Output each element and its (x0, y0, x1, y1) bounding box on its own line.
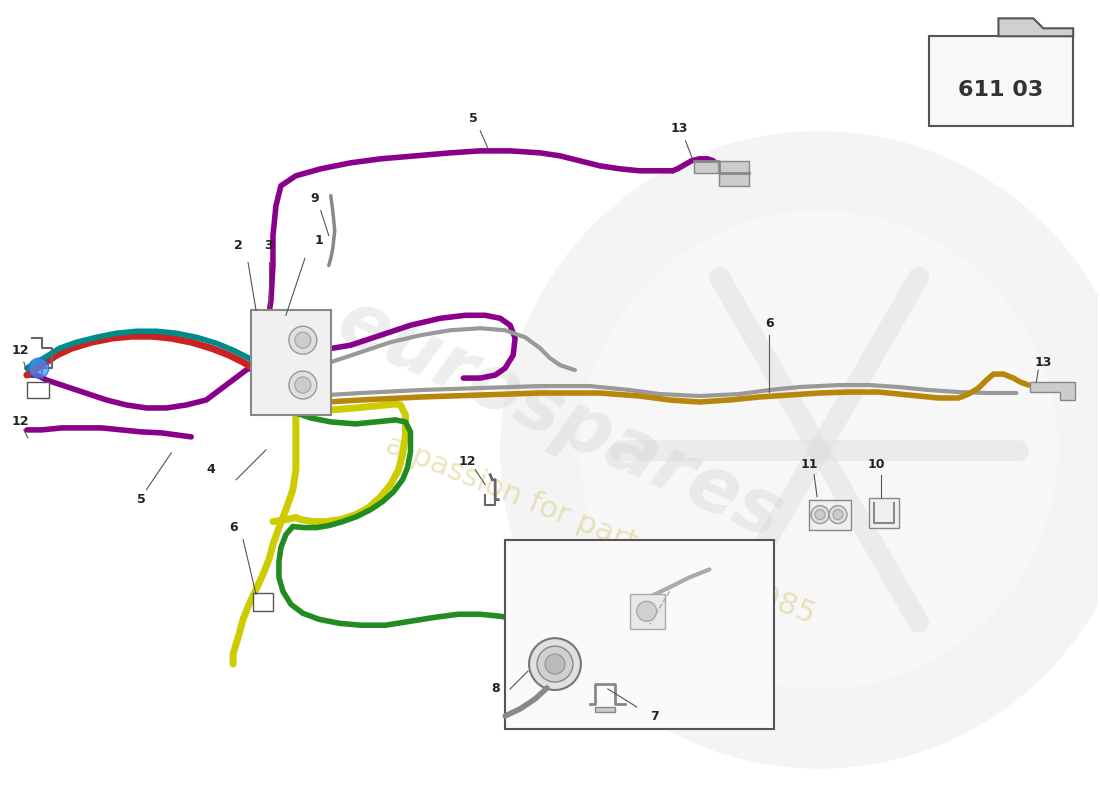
Circle shape (637, 602, 657, 622)
Circle shape (295, 332, 311, 348)
Text: 5: 5 (469, 113, 477, 126)
Polygon shape (1031, 382, 1075, 400)
Polygon shape (694, 161, 749, 186)
Text: 11: 11 (801, 458, 817, 471)
Bar (251, 310, 331, 415)
Text: 6: 6 (764, 317, 773, 330)
Circle shape (537, 646, 573, 682)
Text: 4: 4 (207, 463, 216, 476)
Polygon shape (999, 18, 1074, 36)
Text: eurospares: eurospares (326, 284, 794, 555)
Circle shape (500, 131, 1100, 769)
Circle shape (580, 210, 1058, 689)
Bar (629, 594, 664, 630)
Text: 8: 8 (491, 682, 499, 695)
Circle shape (289, 326, 317, 354)
Polygon shape (810, 500, 851, 530)
Polygon shape (869, 498, 899, 527)
Circle shape (815, 510, 825, 519)
Text: 7: 7 (650, 710, 659, 723)
Text: 12: 12 (11, 344, 29, 357)
Circle shape (544, 654, 565, 674)
Text: 2: 2 (233, 239, 242, 252)
Text: 5: 5 (138, 493, 146, 506)
Circle shape (829, 506, 847, 523)
Text: 1: 1 (315, 234, 323, 247)
Text: 6: 6 (229, 521, 238, 534)
Text: a passion for parts since 1985: a passion for parts since 1985 (381, 430, 820, 630)
Text: 13: 13 (671, 122, 689, 135)
Text: 3: 3 (265, 239, 273, 252)
Circle shape (29, 358, 48, 378)
Text: 13: 13 (1035, 356, 1052, 369)
Circle shape (529, 638, 581, 690)
Text: 611 03: 611 03 (958, 80, 1044, 100)
Polygon shape (595, 707, 615, 712)
Text: 10: 10 (867, 458, 884, 471)
Bar (505, 539, 774, 729)
Text: 12: 12 (11, 415, 29, 429)
Bar (928, 36, 1074, 126)
Text: 12: 12 (459, 455, 476, 468)
Circle shape (295, 377, 311, 393)
Bar (253, 594, 273, 611)
Text: 9: 9 (310, 192, 319, 206)
Bar (26, 382, 48, 398)
Circle shape (289, 371, 317, 399)
Circle shape (811, 506, 829, 523)
Circle shape (833, 510, 843, 519)
